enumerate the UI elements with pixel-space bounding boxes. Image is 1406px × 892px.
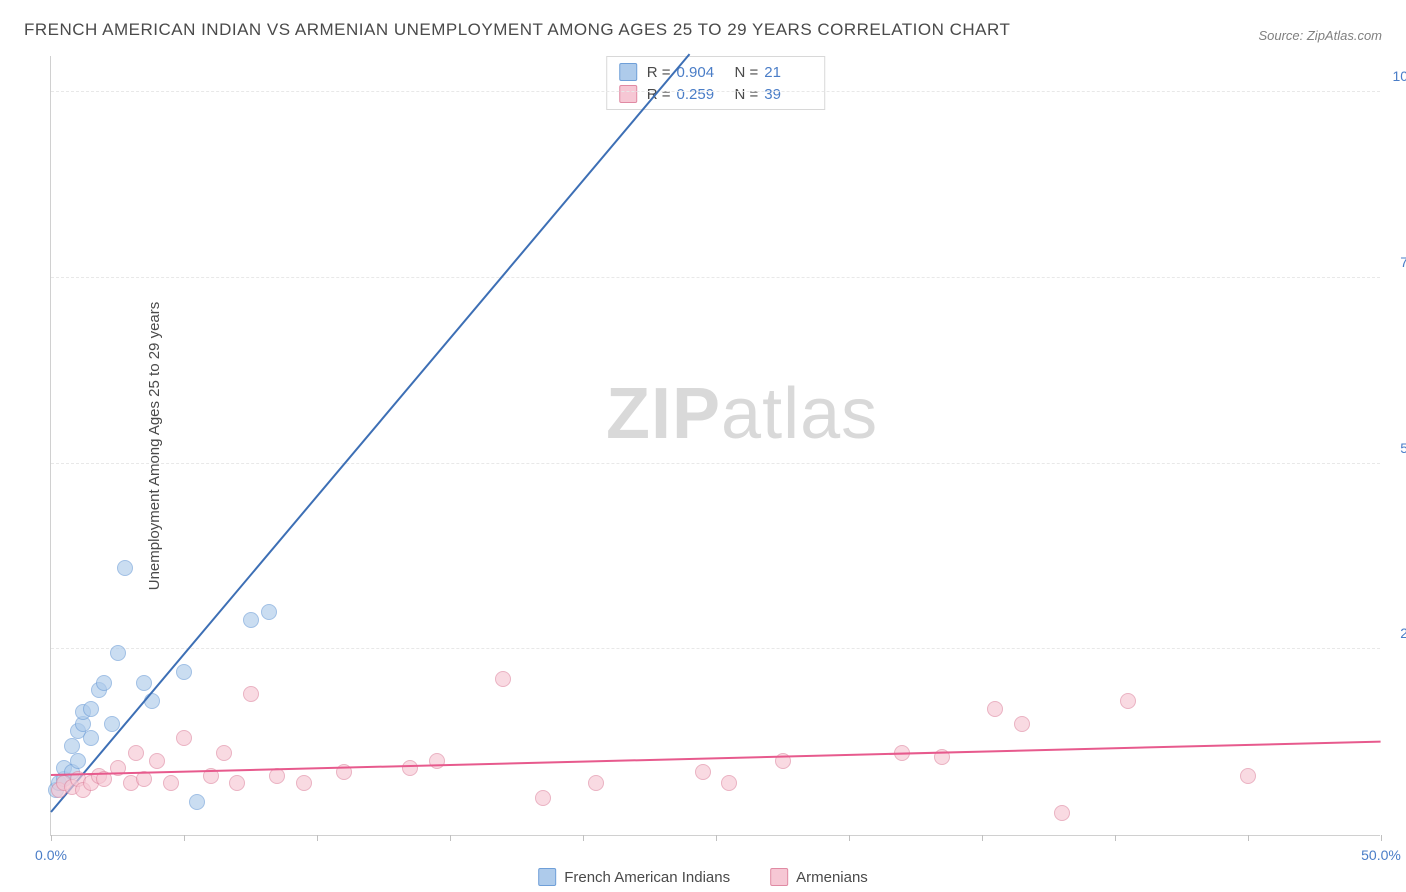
watermark-rest: atlas [721, 374, 878, 454]
y-tick-label: 25.0% [1385, 625, 1406, 641]
scatter-point [110, 645, 126, 661]
scatter-point [243, 686, 259, 702]
scatter-point [1054, 805, 1070, 821]
scatter-point [229, 775, 245, 791]
r-value: 0.259 [677, 86, 725, 103]
scatter-point [588, 775, 604, 791]
scatter-point [1240, 768, 1256, 784]
x-tick-label: 50.0% [1361, 847, 1401, 863]
n-value: 39 [764, 86, 812, 103]
x-tick-mark [982, 835, 983, 841]
x-tick-mark [1115, 835, 1116, 841]
scatter-point [64, 738, 80, 754]
scatter-point [189, 794, 205, 810]
scatter-point [176, 664, 192, 680]
x-tick-mark [1248, 835, 1249, 841]
gridline-h [51, 648, 1380, 649]
legend-swatch [538, 868, 556, 886]
scatter-point [216, 745, 232, 761]
scatter-point [117, 560, 133, 576]
watermark-bold: ZIP [606, 374, 721, 454]
legend-swatch [770, 868, 788, 886]
gridline-h [51, 277, 1380, 278]
y-tick-label: 75.0% [1385, 254, 1406, 270]
x-tick-mark [317, 835, 318, 841]
legend-label: French American Indians [564, 869, 730, 886]
watermark: ZIPatlas [606, 373, 878, 455]
x-tick-mark [450, 835, 451, 841]
plot-area: ZIPatlas R =0.904N =21R =0.259N =39 25.0… [50, 56, 1380, 836]
trend-line [51, 740, 1381, 775]
legend-item: Armenians [770, 868, 868, 886]
scatter-point [535, 790, 551, 806]
scatter-point [128, 745, 144, 761]
gridline-h [51, 463, 1380, 464]
x-tick-mark [184, 835, 185, 841]
legend-stats-box: R =0.904N =21R =0.259N =39 [606, 56, 826, 110]
legend-stat-row: R =0.904N =21 [619, 61, 813, 83]
n-value: 21 [764, 64, 812, 81]
scatter-point [721, 775, 737, 791]
scatter-point [96, 675, 112, 691]
x-tick-mark [583, 835, 584, 841]
scatter-point [1014, 716, 1030, 732]
scatter-point [83, 730, 99, 746]
x-tick-mark [849, 835, 850, 841]
gridline-h [51, 91, 1380, 92]
chart-title: FRENCH AMERICAN INDIAN VS ARMENIAN UNEMP… [24, 20, 1010, 40]
scatter-point [1120, 693, 1136, 709]
scatter-point [495, 671, 511, 687]
x-tick-mark [1381, 835, 1382, 841]
scatter-point [83, 701, 99, 717]
x-tick-mark [51, 835, 52, 841]
scatter-point [163, 775, 179, 791]
scatter-point [176, 730, 192, 746]
r-value: 0.904 [677, 64, 725, 81]
bottom-legend: French American Indians Armenians [538, 868, 868, 886]
scatter-point [296, 775, 312, 791]
legend-label: Armenians [796, 869, 868, 886]
scatter-point [695, 764, 711, 780]
scatter-point [261, 604, 277, 620]
y-tick-label: 100.0% [1385, 68, 1406, 84]
legend-swatch [619, 63, 637, 81]
legend-swatch [619, 85, 637, 103]
scatter-point [987, 701, 1003, 717]
scatter-point [136, 675, 152, 691]
scatter-point [402, 760, 418, 776]
n-label: N = [735, 64, 759, 81]
scatter-point [70, 753, 86, 769]
scatter-point [243, 612, 259, 628]
n-label: N = [735, 86, 759, 103]
x-tick-label: 0.0% [35, 847, 67, 863]
legend-item: French American Indians [538, 868, 730, 886]
x-tick-mark [716, 835, 717, 841]
source-label: Source: ZipAtlas.com [1258, 28, 1382, 43]
scatter-point [149, 753, 165, 769]
trend-line [50, 53, 690, 812]
y-tick-label: 50.0% [1385, 440, 1406, 456]
